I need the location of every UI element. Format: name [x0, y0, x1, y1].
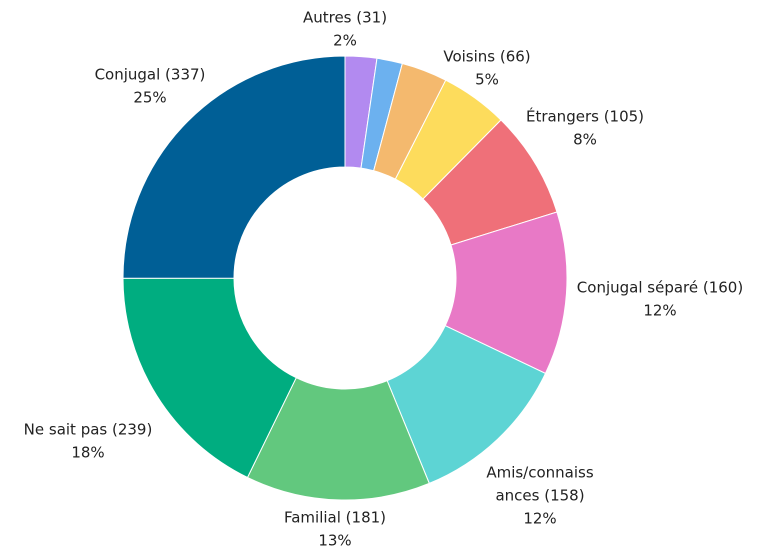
slice-label: Étrangers (105) [526, 107, 644, 126]
slice-percent: 18% [71, 444, 104, 462]
slice-label: Familial (181) [284, 509, 386, 527]
slice-label: Amis/connaiss [486, 464, 594, 482]
donut-slice [122, 277, 297, 479]
slice-percent: 2% [333, 32, 357, 50]
donut-slice [246, 377, 430, 501]
slice-percent: 5% [475, 71, 499, 89]
slice-label: ances (158) [495, 487, 584, 505]
slice-percent: 13% [318, 532, 351, 548]
slice-percent: 25% [133, 89, 166, 107]
slice-label: Conjugal (337) [95, 66, 206, 84]
slice-percent: 12% [523, 510, 556, 528]
slice-percent: 12% [643, 302, 676, 320]
donut-slice [122, 55, 346, 279]
slice-label: Ne sait pas (239) [24, 421, 153, 439]
slice-percent: 8% [573, 131, 597, 149]
slice-label: Voisins (66) [443, 48, 530, 66]
slice-label: Conjugal séparé (160) [577, 279, 743, 297]
slice-label: Autres (31) [303, 9, 387, 27]
